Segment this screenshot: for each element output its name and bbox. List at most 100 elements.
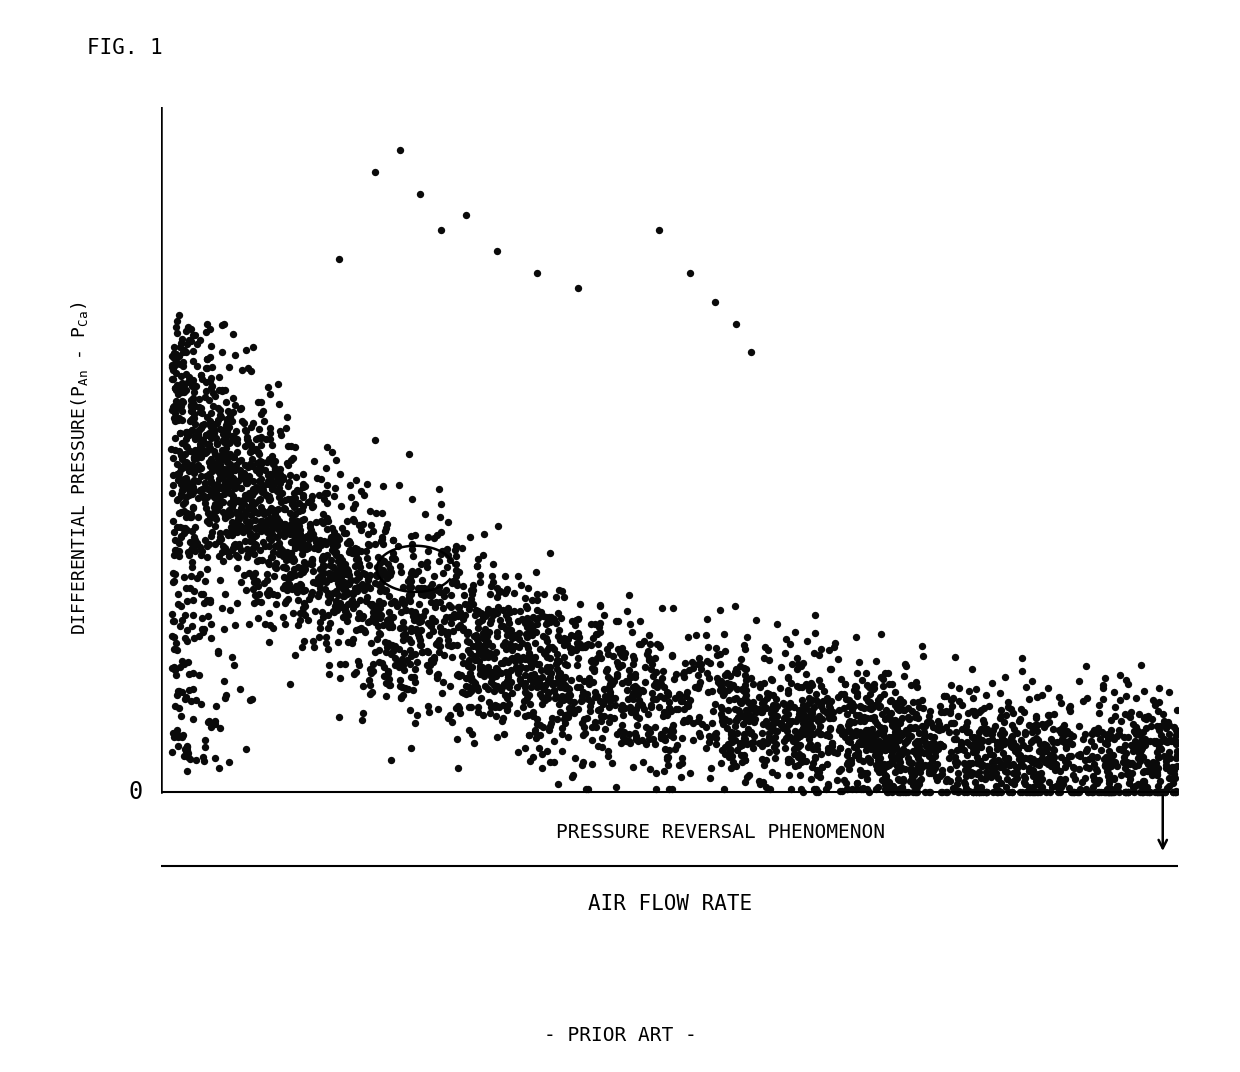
Point <box>347 583 367 600</box>
Point <box>197 351 217 368</box>
Point <box>295 597 315 614</box>
Point <box>888 715 908 732</box>
Point <box>281 516 301 533</box>
Point <box>428 634 448 651</box>
Point <box>474 666 494 683</box>
Point <box>754 650 774 667</box>
Point <box>837 780 857 798</box>
Point <box>624 684 644 701</box>
Point <box>1096 748 1116 765</box>
Point <box>569 700 589 717</box>
Point <box>260 419 280 436</box>
Point <box>299 494 319 511</box>
Point <box>242 437 262 455</box>
Point <box>727 742 746 759</box>
Point <box>228 520 248 537</box>
Point <box>311 536 331 553</box>
Point <box>309 572 329 590</box>
Point <box>295 478 315 495</box>
Point <box>451 647 471 665</box>
Point <box>172 611 192 628</box>
Point <box>202 455 222 472</box>
Point <box>501 628 521 645</box>
Point <box>412 555 432 572</box>
Point <box>763 697 782 714</box>
Point <box>290 605 310 622</box>
Point <box>807 762 827 779</box>
Point <box>210 524 229 541</box>
Point <box>372 505 392 522</box>
Point <box>184 372 203 389</box>
Point <box>720 741 740 758</box>
Point <box>663 599 683 616</box>
Point <box>857 730 877 747</box>
Point <box>779 705 799 723</box>
Point <box>215 507 234 524</box>
Point <box>182 592 202 609</box>
Point <box>579 690 599 708</box>
Point <box>517 609 537 626</box>
Point <box>730 693 750 710</box>
Point <box>311 550 331 567</box>
Point <box>652 599 672 616</box>
Point <box>356 624 376 641</box>
Point <box>360 660 379 678</box>
Point <box>807 766 827 784</box>
Point <box>239 498 259 516</box>
Point <box>177 457 197 474</box>
Point <box>309 587 329 605</box>
Point <box>774 719 794 736</box>
Point <box>232 451 252 468</box>
Point <box>238 490 258 507</box>
Point <box>887 750 906 768</box>
Point <box>422 609 441 626</box>
Point <box>885 719 905 736</box>
Point <box>967 738 987 755</box>
Point <box>791 723 811 740</box>
Point <box>260 549 280 566</box>
Point <box>321 551 341 568</box>
Point <box>474 625 494 642</box>
Point <box>461 726 481 743</box>
Point <box>714 667 734 684</box>
Point <box>735 667 755 684</box>
Point <box>433 600 453 617</box>
Point <box>1148 748 1168 765</box>
Point <box>239 564 259 581</box>
Point <box>216 465 236 482</box>
Point <box>208 532 228 549</box>
Point <box>329 572 348 590</box>
Point <box>811 745 831 762</box>
Point <box>618 681 637 698</box>
Point <box>963 784 983 801</box>
Point <box>185 462 205 479</box>
Point <box>207 435 227 452</box>
Point <box>1087 762 1107 779</box>
Point <box>340 576 360 593</box>
Point <box>321 556 341 574</box>
Point <box>402 540 422 557</box>
Point <box>184 383 203 400</box>
Point <box>208 645 228 662</box>
Point <box>368 642 388 659</box>
Point <box>419 657 439 674</box>
Point <box>263 549 283 566</box>
Point <box>1029 777 1049 794</box>
Point <box>604 710 624 727</box>
Point <box>202 462 222 479</box>
Point <box>878 730 898 747</box>
Point <box>280 525 300 542</box>
Point <box>219 445 239 462</box>
Point <box>311 512 331 530</box>
Point <box>531 727 551 744</box>
Point <box>454 586 474 604</box>
Point <box>180 534 200 551</box>
Point <box>588 636 608 653</box>
Point <box>768 714 787 731</box>
Point <box>494 617 513 635</box>
Point <box>1029 757 1049 774</box>
Point <box>1037 743 1056 760</box>
Point <box>174 477 193 494</box>
Point <box>301 523 321 540</box>
Point <box>851 724 870 741</box>
